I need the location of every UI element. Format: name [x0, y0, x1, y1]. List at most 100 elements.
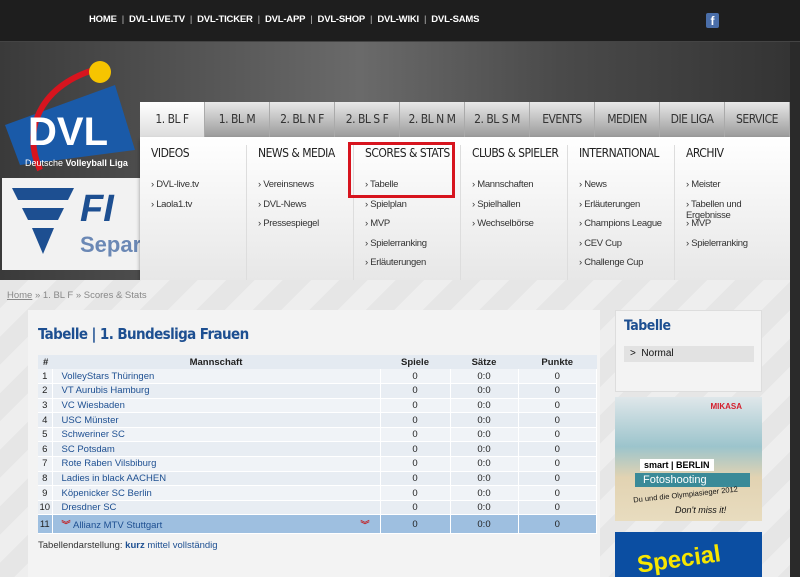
team-name[interactable]: ︾ Allianz MTV Stuttgart ︾ — [52, 514, 381, 535]
fotoshooting-ad[interactable]: MIKASA smart | BERLIN Fotoshooting Du un… — [615, 397, 762, 521]
column-header[interactable]: Punkte — [518, 355, 597, 369]
sets: 0:0 — [450, 471, 519, 487]
tab-die-liga[interactable]: DIE LIGA — [660, 102, 725, 137]
menu-item-label: Spielplan — [370, 198, 407, 210]
points: 0 — [518, 412, 597, 428]
column-header[interactable]: # — [38, 355, 52, 369]
facebook-icon[interactable]: f — [706, 13, 719, 28]
ad-line: Du und die Olympiasieger 2012 — [632, 484, 739, 505]
table-row: 8 Ladies in black AACHEN 0 0:0 0 — [38, 471, 597, 487]
menu-heading[interactable]: INTERNATIONAL — [579, 146, 659, 160]
games: 0 — [380, 398, 451, 414]
menu-item[interactable]: › DVL-News — [258, 198, 307, 210]
top-link-dvl-app[interactable]: DVL-APP — [264, 14, 306, 25]
menu-item[interactable]: › Pressespiegel — [258, 218, 319, 229]
menu-item[interactable]: › DVL-live.tv — [151, 179, 199, 190]
breadcrumb-sep: » — [73, 290, 84, 301]
tab-2-bl-n-f[interactable]: 2. BL N F — [270, 102, 335, 137]
top-link-dvl-live-tv[interactable]: DVL-LIVE.TV — [128, 14, 185, 25]
team-name[interactable]: VolleyStars Thüringen — [52, 369, 381, 385]
menu-heading[interactable]: NEWS & MEDIA — [258, 146, 335, 160]
tab-medien[interactable]: MEDIEN — [595, 102, 660, 137]
team-name[interactable]: Rote Raben Vilsbiburg — [52, 456, 381, 472]
menu-item[interactable]: › CEV Cup — [579, 237, 622, 249]
display-option-vollständig[interactable]: vollständig — [172, 540, 218, 551]
points: 0 — [518, 441, 597, 458]
tab-1-bl-f[interactable]: 1. BL F — [140, 102, 205, 137]
sidebar-item-normal[interactable]: > Normal — [624, 346, 754, 362]
table-display-options: Tabellendarstellung: kurz mittel vollstä… — [38, 540, 218, 551]
separator: | — [423, 14, 427, 25]
team-name[interactable]: Köpenicker SC Berlin — [52, 485, 381, 501]
top-link-dvl-sams[interactable]: DVL-SAMS — [431, 14, 480, 25]
menu-heading[interactable]: VIDEOS — [151, 146, 190, 160]
menu-item[interactable]: › Erläuterungen — [579, 198, 640, 210]
sets: 0:0 — [450, 500, 519, 516]
menu-column: ARCHIV › Meister › Tabellen und Ergebnisse… — [675, 145, 782, 298]
menu-heading[interactable]: ARCHIV — [686, 146, 724, 160]
breadcrumb-level2: Scores & Stats — [83, 290, 147, 301]
ad-tagline: Don't miss it! — [675, 505, 727, 515]
top-link-home[interactable]: HOME — [89, 14, 117, 25]
team-name[interactable]: Ladies in black AACHEN — [52, 471, 381, 487]
top-link-dvl-wiki[interactable]: DVL-WIKI — [377, 14, 419, 25]
tab-2-bl-n-m[interactable]: 2. BL N M — [400, 102, 465, 137]
team-name[interactable]: USC Münster — [52, 412, 381, 428]
tab-2-bl-s-m[interactable]: 2. BL S M — [465, 102, 530, 137]
sets: 0:0 — [450, 383, 519, 399]
team-name[interactable]: VC Wiesbaden — [52, 398, 381, 414]
menu-item[interactable]: › Mannschaften — [472, 179, 534, 190]
standings-table: # Mannschaft Spiele Sätze Punkte 1 VolleyStars… — [38, 355, 597, 535]
menu-heading[interactable]: SCORES & STATS — [365, 146, 450, 160]
column-header[interactable]: Sätze — [450, 355, 518, 369]
logo-subtitle-b: Volleyball Liga — [65, 158, 128, 168]
rank: 2 — [38, 383, 53, 399]
special-ad[interactable]: Special — [615, 532, 762, 577]
column-header[interactable]: Mannschaft — [52, 355, 380, 369]
rank: 6 — [38, 441, 53, 458]
team-name[interactable]: SC Potsdam — [52, 441, 381, 458]
tab-service[interactable]: SERVICE — [725, 102, 790, 137]
tab-events[interactable]: EVENTS — [530, 102, 595, 137]
separator: | — [370, 14, 373, 25]
menu-item-label: Mannschaften — [477, 179, 534, 190]
display-option-mittel[interactable]: mittel — [147, 540, 171, 551]
dvl-logo[interactable]: DVL — [0, 55, 140, 175]
breadcrumb-home[interactable]: Home — [7, 290, 33, 301]
menu-item-label: CEV Cup — [584, 237, 622, 249]
column-header[interactable]: Spiele — [380, 355, 450, 369]
menu-heading[interactable]: CLUBS & SPIELER — [472, 146, 559, 160]
menu-item[interactable]: › Spielhallen — [472, 198, 521, 210]
team-name[interactable]: Dresdner SC — [52, 500, 381, 516]
menu-item[interactable]: › Spielerranking — [365, 237, 427, 249]
tab-2-bl-s-f[interactable]: 2. BL S F — [335, 102, 400, 137]
ad2-text: Special — [635, 540, 723, 577]
team-name[interactable]: Schweriner SC — [52, 427, 381, 443]
table-row: 3 VC Wiesbaden 0 0:0 0 — [38, 398, 597, 414]
top-nav: HOME | DVL-LIVE.TV | DVL-TICKER | DVL-APP | DVL-… — [89, 14, 479, 25]
menu-item[interactable]: › Champions League — [579, 218, 662, 229]
top-link-dvl-shop[interactable]: DVL-SHOP — [317, 14, 366, 25]
points: 0 — [518, 471, 597, 487]
top-link-dvl-ticker[interactable]: DVL-TICKER — [197, 14, 253, 25]
rank: 11 — [38, 514, 53, 535]
team-name[interactable]: VT Aurubis Hamburg — [52, 383, 381, 399]
menu-item[interactable]: › Challenge Cup — [579, 257, 644, 268]
menu-item[interactable]: › Tabellen und Ergebnisse — [686, 198, 742, 221]
menu-item[interactable]: › Tabelle — [365, 179, 399, 190]
display-option-kurz[interactable]: kurz — [125, 540, 145, 551]
tab-1-bl-m[interactable]: 1. BL M — [205, 102, 270, 137]
menu-item[interactable]: › Laola1.tv — [151, 198, 193, 210]
right-edge — [790, 42, 800, 577]
menu-item[interactable]: › Spielerranking — [686, 237, 748, 249]
menu-item[interactable]: › Meister — [686, 179, 721, 190]
menu-item[interactable]: › Spielplan — [365, 198, 407, 210]
menu-item[interactable]: › MVP — [686, 218, 711, 229]
menu-item[interactable]: › MVP — [365, 218, 390, 229]
menu-item[interactable]: › Vereinsnews — [258, 179, 314, 190]
menu-item[interactable]: › News — [579, 179, 607, 190]
breadcrumb-level1[interactable]: 1. BL F — [42, 290, 74, 301]
menu-item[interactable]: › Wechselbörse — [472, 218, 534, 229]
menu-item[interactable]: › Erläuterungen — [365, 257, 426, 268]
menu-column: INTERNATIONAL › News › Erläuterungen › Cham… — [568, 145, 675, 298]
